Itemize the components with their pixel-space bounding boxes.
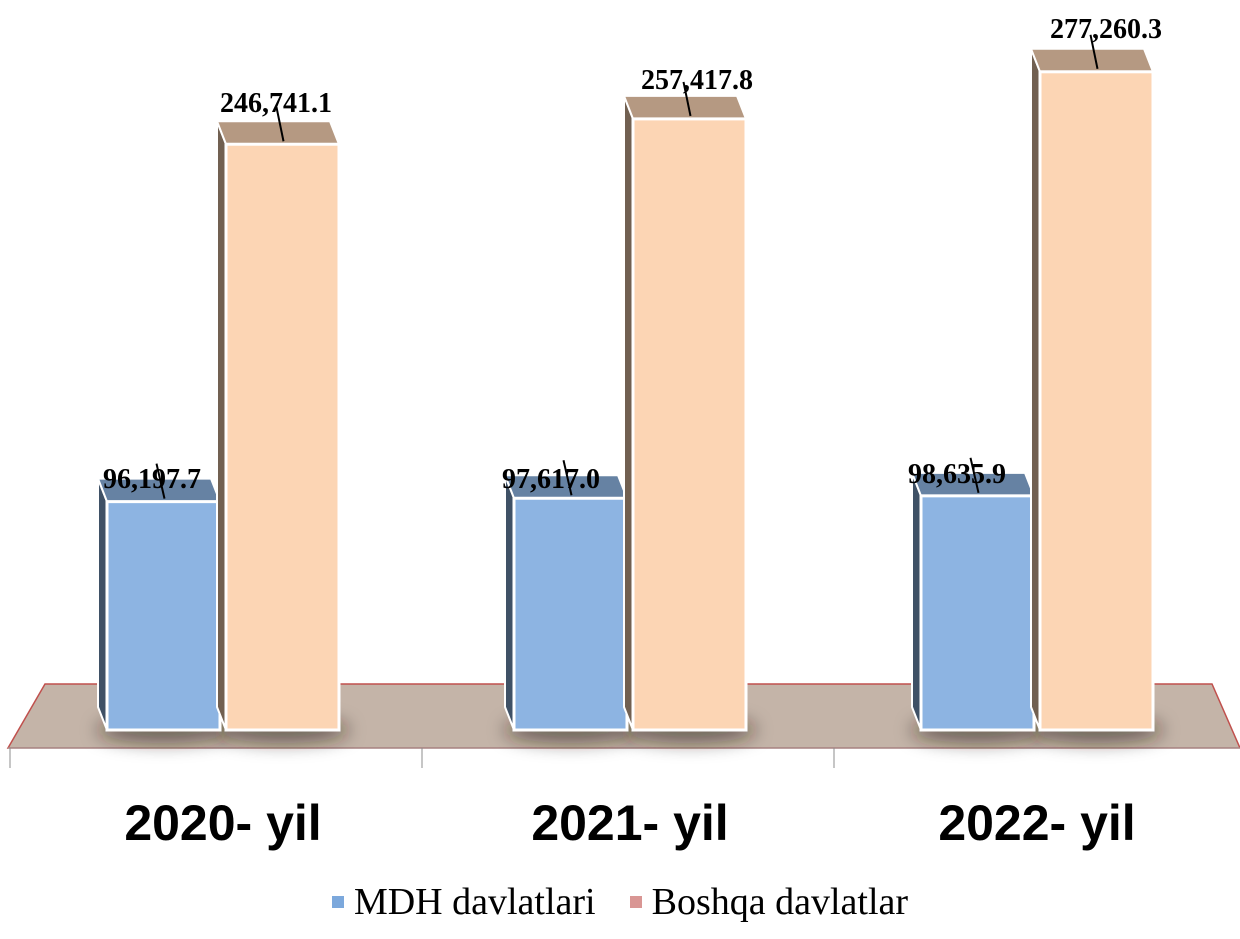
bar	[631, 117, 748, 732]
legend-swatch-mdh	[331, 896, 344, 908]
data-label-leader	[275, 107, 285, 142]
data-label-leader	[682, 81, 692, 117]
bar-top	[215, 120, 341, 146]
data-label: 277,260.3	[1050, 14, 1162, 45]
data-labels: 96,197.7 246,741.1 97,617.0 257,417.8 98,635…	[103, 14, 1162, 499]
data-label: 96,197.7	[103, 464, 201, 495]
legend-label-boshqa: Boshqa davlatlar	[651, 881, 909, 923]
bar	[105, 500, 222, 732]
data-label: 246,741.1	[220, 88, 332, 119]
x-tick-label: 2022- yil	[938, 795, 1135, 851]
x-tick-label: 2021- yil	[531, 795, 728, 851]
data-label-leader	[969, 457, 980, 494]
data-label-leader	[562, 460, 573, 496]
bar	[1038, 70, 1155, 732]
data-label: 97,617.0	[502, 464, 600, 495]
bar	[919, 494, 1036, 732]
bar-top	[1029, 47, 1155, 73]
legend-swatch-boshqa	[629, 896, 642, 908]
data-label: 257,417.8	[641, 65, 753, 96]
x-tick-label: 2020- yil	[124, 795, 321, 851]
data-label-leader	[1089, 34, 1099, 69]
bar	[224, 142, 341, 732]
bar-layer	[96, 47, 1155, 732]
data-label: 98,635.9	[908, 459, 1006, 490]
legend-item-mdh: MDH davlatlari	[331, 880, 596, 924]
legend-item-boshqa: Boshqa davlatlar	[629, 880, 909, 924]
x-axis: 2020- yil 2021- yil 2022- yil	[9, 748, 1136, 851]
data-label-leader	[155, 463, 166, 499]
bar	[512, 496, 629, 732]
legend: MDH davlatlari Boshqa davlatlar	[0, 880, 1240, 924]
legend-label-mdh: MDH davlatlari	[353, 881, 596, 923]
bar-top	[622, 94, 748, 120]
